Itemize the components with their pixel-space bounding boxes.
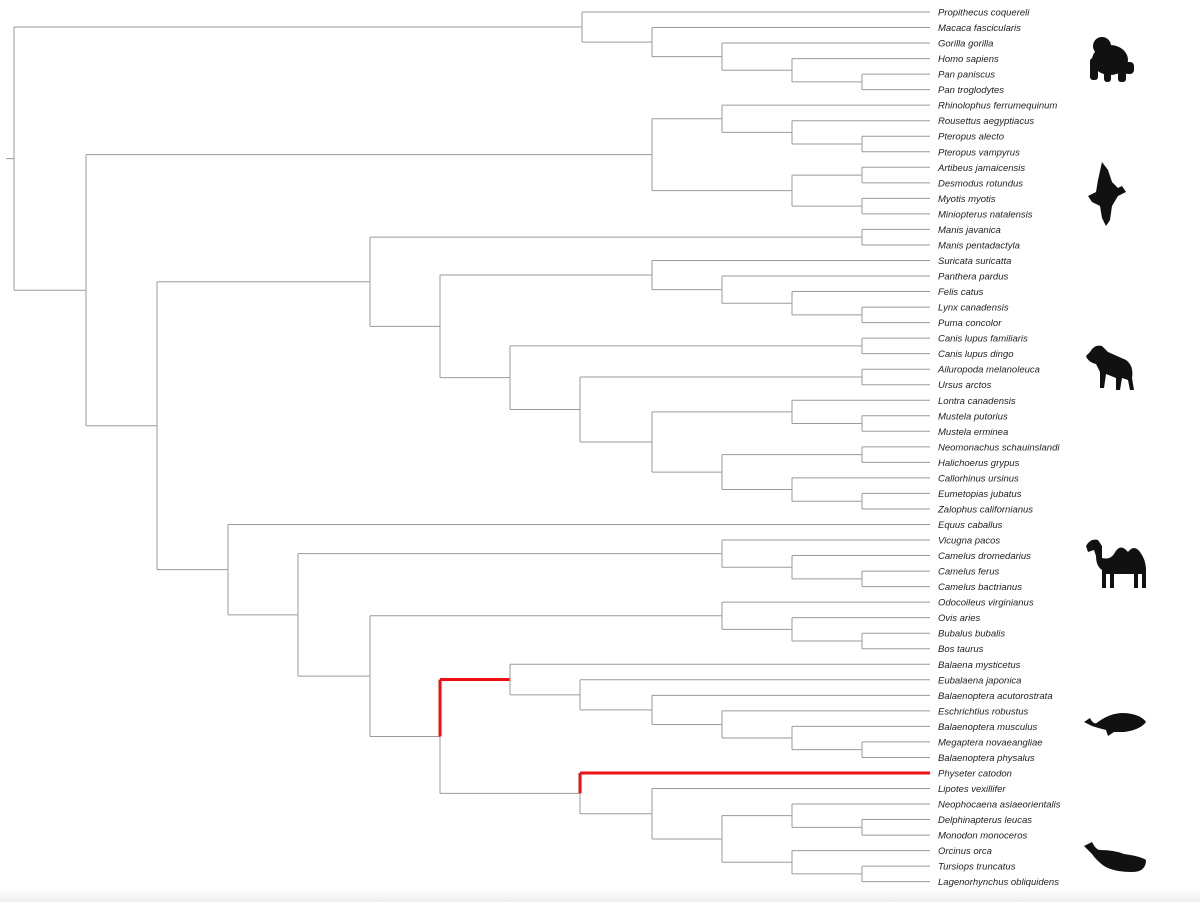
leaf-label: Camelus ferus	[938, 567, 999, 578]
leaf-label: Physeter catodon	[938, 768, 1012, 779]
leaf-label: Halichoerus grypus	[938, 458, 1020, 469]
leaf-label: Eschrichtius robustus	[938, 706, 1029, 717]
leaf-label: Pan paniscus	[938, 70, 995, 81]
leaf-label: Manis pentadactyla	[938, 240, 1020, 251]
leaf-label: Neomonachus schauinslandi	[938, 442, 1060, 453]
leaf-label: Mustela putorius	[938, 411, 1008, 422]
leaf-label: Canis lupus familiaris	[938, 334, 1028, 345]
leaf-label: Rousettus aegyptiacus	[938, 116, 1034, 127]
leaf-label: Monodon monoceros	[938, 831, 1027, 842]
leaf-label: Zalophus californianus	[937, 504, 1033, 515]
leaf-label: Ailuropoda melanoleuca	[937, 365, 1040, 376]
leaf-label: Lynx canadensis	[938, 303, 1009, 314]
whale-silhouette-icon	[1084, 713, 1146, 736]
leaf-label: Balaena mysticetus	[938, 660, 1021, 671]
leaf-label: Gorilla gorilla	[938, 39, 993, 50]
leaf-label: Rhinolophus ferrumequinum	[938, 101, 1057, 112]
tree-branches	[6, 11, 930, 883]
leaf-label: Orcinus orca	[938, 846, 992, 857]
leaf-label: Delphinapterus leucas	[938, 815, 1032, 826]
leaf-label: Tursiops truncatus	[938, 862, 1016, 873]
leaf-label: Callorhinus ursinus	[938, 473, 1019, 484]
leaf-label: Ursus arctos	[938, 380, 992, 391]
dog-silhouette-icon	[1086, 345, 1134, 390]
leaf-label: Mustela erminea	[938, 427, 1008, 438]
leaf-label: Lagenorhynchus obliquidens	[938, 877, 1059, 888]
leaf-label: Manis javanica	[938, 225, 1001, 236]
leaf-label: Bubalus bubalis	[938, 629, 1005, 640]
leaf-labels: Propithecus coquereli Macaca fascicularis…	[937, 8, 1061, 889]
leaf-label: Ovis aries	[938, 613, 980, 624]
leaf-label: Camelus dromedarius	[938, 551, 1031, 562]
leaf-label: Panthera pardus	[938, 272, 1008, 283]
silhouettes	[1084, 37, 1146, 872]
leaf-label: Artibeus jamaicensis	[937, 163, 1025, 174]
leaf-label: Odocoileus virginianus	[938, 598, 1034, 609]
leaf-label: Eubalaena japonica	[938, 675, 1021, 686]
leaf-label: Balaenoptera acutorostrata	[938, 691, 1053, 702]
leaf-label: Neophocaena asiaeorientalis	[938, 800, 1061, 811]
gorilla-silhouette-icon	[1090, 37, 1134, 82]
leaf-label: Camelus bactrianus	[938, 582, 1022, 593]
leaf-label: Megaptera novaeangliae	[938, 737, 1043, 748]
leaf-label: Myotis myotis	[938, 194, 996, 205]
leaf-label: Canis lupus dingo	[938, 349, 1014, 360]
leaf-label: Desmodus rotundus	[938, 178, 1023, 189]
leaf-label: Balaenoptera musculus	[938, 722, 1038, 733]
leaf-label: Homo sapiens	[938, 54, 999, 65]
leaf-label: Vicugna pacos	[938, 536, 1000, 547]
leaf-label: Lipotes vexillifer	[938, 784, 1006, 795]
leaf-label: Bos taurus	[938, 644, 984, 655]
leaf-label: Macaca fascicularis	[938, 23, 1021, 34]
leaf-label: Pteropus alecto	[938, 132, 1004, 143]
leaf-label: Miniopterus natalensis	[938, 209, 1033, 220]
bat-silhouette-icon	[1088, 162, 1126, 226]
leaf-label: Felis catus	[938, 287, 984, 298]
leaf-label: Puma concolor	[938, 318, 1002, 329]
leaf-label: Eumetopias jubatus	[938, 489, 1022, 500]
bottom-shadow-bar	[0, 888, 1200, 902]
leaf-label: Lontra canadensis	[938, 396, 1016, 407]
sperm-whale-silhouette-icon	[1084, 842, 1146, 872]
leaf-label: Balaenoptera physalus	[938, 753, 1035, 764]
leaf-label: Propithecus coquereli	[938, 8, 1030, 19]
leaf-label: Pan troglodytes	[938, 85, 1004, 96]
leaf-label: Pteropus vampyrus	[938, 147, 1020, 158]
leaf-label: Equus caballus	[938, 520, 1003, 531]
leaf-label: Suricata suricatta	[938, 256, 1011, 267]
camel-silhouette-icon	[1086, 539, 1146, 588]
